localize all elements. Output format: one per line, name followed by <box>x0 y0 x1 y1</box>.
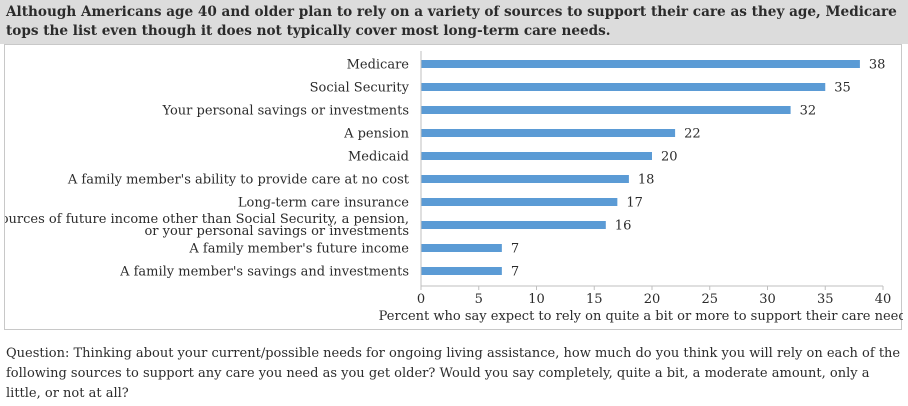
data-label: 16 <box>615 219 632 234</box>
category-label: Your personal savings or investments <box>162 104 410 119</box>
data-label: 38 <box>869 58 886 73</box>
data-label: 35 <box>834 81 851 96</box>
x-tick-label: 30 <box>759 292 776 307</box>
bar <box>421 83 826 91</box>
category-label: A family member's ability to provide car… <box>67 173 410 188</box>
category-label: A family member's savings and investment… <box>119 265 409 280</box>
bar <box>421 175 629 183</box>
x-tick-label: 10 <box>528 292 545 307</box>
data-label: 20 <box>661 150 678 165</box>
bar <box>421 106 791 114</box>
chart-title: Although Americans age 40 and older plan… <box>6 4 897 39</box>
category-label: Medicaid <box>348 150 409 165</box>
data-label: 7 <box>511 242 519 257</box>
data-label: 22 <box>684 127 701 142</box>
bar <box>421 244 502 252</box>
x-tick-label: 20 <box>644 292 661 307</box>
x-tick-label: 5 <box>475 292 483 307</box>
category-label: A family member's future income <box>188 242 409 257</box>
x-tick-label: 25 <box>701 292 718 307</box>
category-label: Social Security <box>310 81 410 96</box>
category-label-line: Sources of future income other than Soci… <box>5 212 409 227</box>
bar <box>421 129 676 137</box>
bar <box>421 198 618 206</box>
x-tick-label: 40 <box>875 292 892 307</box>
x-tick-label: 0 <box>417 292 425 307</box>
data-label: 32 <box>800 104 817 119</box>
bar <box>421 60 860 68</box>
category-label: A pension <box>343 127 410 142</box>
x-tick-label: 35 <box>817 292 834 307</box>
x-axis-title: Percent who say expect to rely on quite … <box>379 309 903 324</box>
bar <box>421 267 502 275</box>
data-label: 17 <box>626 196 643 211</box>
category-label: Long-term care insurance <box>238 196 409 211</box>
bar-chart: Medicare 38 Social Security 35 Your personal… <box>5 51 903 324</box>
category-label-line: or your personal savings or investments <box>144 224 409 239</box>
chart-header: Although Americans age 40 and older plan… <box>0 0 908 44</box>
bar <box>421 152 652 160</box>
data-label: 7 <box>511 265 519 280</box>
x-tick-label: 15 <box>586 292 603 307</box>
survey-question: Question: Thinking about your current/po… <box>6 346 901 401</box>
chart-area: Medicare 38 Social Security 35 Your personal… <box>4 44 903 330</box>
data-label: 18 <box>638 173 655 188</box>
category-label: Medicare <box>347 58 410 73</box>
bar <box>421 221 606 229</box>
category-label: Sources of future income other than Soci… <box>5 212 409 239</box>
